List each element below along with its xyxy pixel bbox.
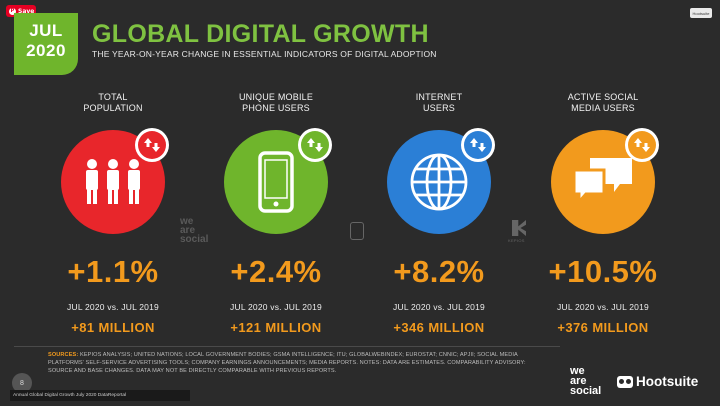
hootsuite-owl-watermark	[350, 222, 364, 240]
up-down-arrows-icon	[470, 138, 486, 152]
image-caption: Annual Global Digital Growth July 2020 D…	[10, 390, 190, 401]
sources-label: SOURCES:	[48, 352, 79, 358]
page-title: GLOBAL DIGITAL GROWTH	[92, 20, 429, 48]
updown-badge	[135, 128, 169, 162]
social-change: +10.5%	[548, 254, 658, 289]
population-period: JUL 2020 vs. JUL 2019	[67, 302, 159, 312]
kepios-logo-icon	[512, 220, 526, 236]
globe-icon	[410, 153, 468, 211]
column-internet-users: INTERNET USERS	[369, 92, 509, 234]
internet-change: +8.2%	[393, 254, 485, 289]
sources-note: SOURCES: KEPIOS ANALYSIS; UNITED NATIONS…	[48, 351, 544, 375]
social-period: JUL 2020 vs. JUL 2019	[557, 302, 649, 312]
updown-badge	[298, 128, 332, 162]
updown-badge	[461, 128, 495, 162]
slide-number: 8	[12, 373, 32, 393]
we-are-social-watermark: we are social	[180, 216, 209, 245]
social-absolute: +376 MILLION	[557, 320, 649, 335]
hootsuite-badge: Hootsuite	[690, 8, 712, 18]
sources-text: KEPIOS ANALYSIS; UNITED NATIONS; LOCAL G…	[48, 352, 526, 374]
internet-absolute: +346 MILLION	[393, 320, 485, 335]
date-month: JUL	[29, 21, 63, 40]
column-total-population: TOTAL POPULATION	[43, 92, 183, 234]
population-circle	[61, 130, 165, 234]
save-label: Save	[18, 7, 35, 15]
internet-period: JUL 2020 vs. JUL 2019	[393, 302, 485, 312]
date-year: 2020	[26, 41, 66, 60]
kepios-label: KEPIOS	[508, 238, 525, 243]
mobile-period: JUL 2020 vs. JUL 2019	[230, 302, 322, 312]
column-label: UNIQUE MOBILE PHONE USERS	[238, 92, 314, 113]
page-subtitle: THE YEAR-ON-YEAR CHANGE IN ESSENTIAL IND…	[92, 49, 437, 59]
up-down-arrows-icon	[634, 138, 650, 152]
mobile-absolute: +121 MILLION	[230, 320, 322, 335]
column-label: INTERNET USERS	[415, 92, 463, 113]
updown-badge	[625, 128, 659, 162]
owl-icon	[617, 375, 633, 388]
population-change: +1.1%	[67, 254, 159, 289]
column-label: ACTIVE SOCIAL MEDIA USERS	[567, 92, 639, 113]
we-are-social-logo: we are social	[570, 365, 602, 397]
speech-bubbles-icon	[572, 158, 632, 206]
column-social-media-users: ACTIVE SOCIAL MEDIA USERS	[533, 92, 673, 234]
hootsuite-logo: Hootsuite	[617, 374, 698, 389]
column-mobile-users: UNIQUE MOBILE PHONE USERS	[206, 92, 346, 234]
column-label: TOTAL POPULATION	[83, 92, 143, 113]
population-absolute: +81 MILLION	[71, 320, 155, 335]
date-box: JUL 2020	[14, 13, 78, 75]
up-down-arrows-icon	[307, 138, 323, 152]
pinterest-icon: P	[9, 7, 16, 15]
people-icon	[86, 159, 140, 204]
mobile-change: +2.4%	[230, 254, 322, 289]
footer-divider	[14, 346, 560, 347]
mobile-phone-icon	[258, 151, 294, 213]
up-down-arrows-icon	[144, 138, 160, 152]
